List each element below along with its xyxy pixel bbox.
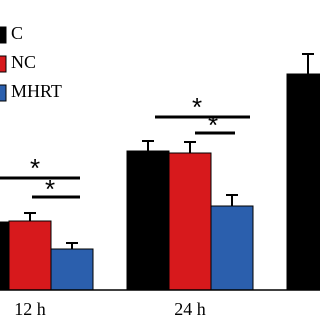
bar (210, 205, 254, 291)
bar (126, 150, 170, 291)
annotation: * (208, 110, 218, 140)
bar (8, 220, 52, 291)
bar (0, 221, 10, 291)
bar (168, 152, 212, 291)
annotation: * (45, 174, 55, 204)
legend-label: NC (11, 52, 36, 72)
x-tick-label: 24 h (174, 299, 206, 319)
annotation: * (30, 153, 40, 183)
annotation: * (192, 92, 202, 122)
bar (286, 73, 320, 291)
legend-swatch (0, 84, 7, 102)
x-tick-label: 12 h (14, 299, 46, 319)
bar (50, 248, 94, 291)
legend-label: C (11, 23, 23, 43)
legend-swatch (0, 55, 7, 73)
legend-swatch (0, 26, 7, 44)
legend-label: MHRT (11, 81, 62, 101)
